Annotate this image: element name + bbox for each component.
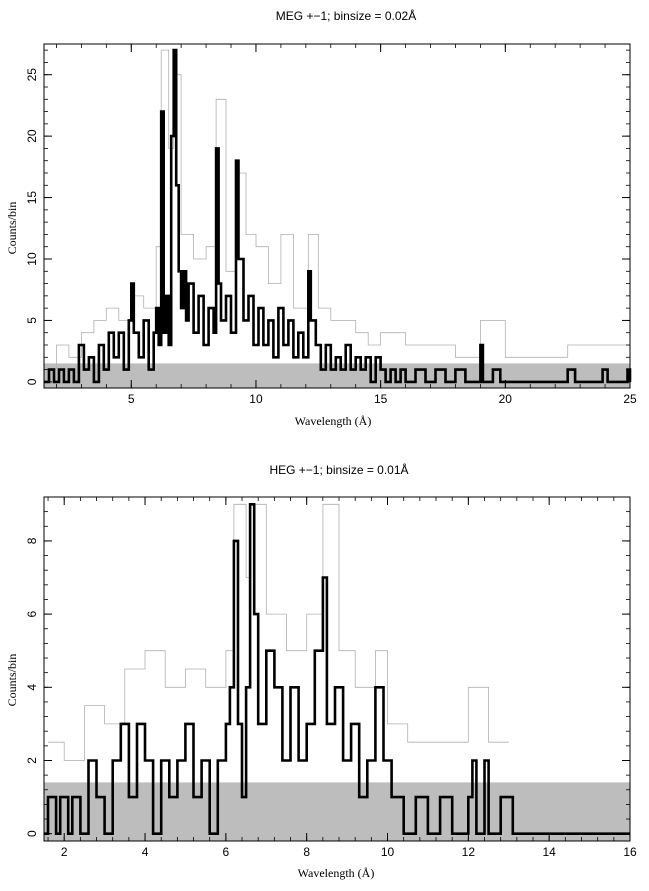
series-line-grey [44, 49, 631, 370]
background-band [44, 782, 630, 841]
x-tick-label: 5 [128, 392, 135, 406]
series-line-black [44, 48, 632, 384]
y-tick-label: 15 [25, 191, 39, 205]
y-tick-label: 5 [25, 317, 39, 324]
x-tick-label: 14 [542, 845, 556, 859]
chart-title: HEG +−1; binsize = 0.01Å [269, 462, 408, 477]
y-axis-label: Counts/bin [5, 202, 19, 255]
chart-meg: MEG +−1; binsize = 0.02Å 5 10 15 20 25 0 5 10 15… [5, 8, 637, 428]
y-tick-label: 10 [25, 252, 39, 266]
plot-area: 2 4 6 8 10 12 14 16 0 2 4 6 8 [25, 496, 637, 859]
x-tick-label: 20 [499, 392, 513, 406]
x-tick-label: 2 [61, 845, 68, 859]
y-axis-label: Counts/bin [5, 654, 19, 707]
y-tick-label: 25 [25, 68, 39, 82]
y-tick-label: 0 [25, 378, 39, 385]
plot-area: 5 10 15 20 25 0 5 10 15 20 25 [25, 44, 637, 406]
x-tick-label: 8 [303, 845, 310, 859]
plot-frame [43, 43, 631, 389]
chart-title: MEG +−1; binsize = 0.02Å [276, 8, 416, 23]
series-line-black [44, 503, 630, 835]
x-tick-label: 10 [381, 845, 395, 859]
series-line-grey [48, 503, 509, 761]
y-tick-label: 8 [25, 537, 39, 544]
y-tick-label: 4 [25, 684, 39, 691]
x-tick-label: 25 [623, 392, 637, 406]
x-tick-label: 12 [462, 845, 476, 859]
x-tick-label: 4 [142, 845, 149, 859]
x-axis-label: Wavelength (Å) [295, 414, 372, 428]
y-tick-label: 6 [25, 610, 39, 617]
y-tick-label: 2 [25, 757, 39, 764]
x-axis-label: Wavelength (Å) [298, 866, 375, 880]
x-tick-label: 10 [249, 392, 263, 406]
x-tick-label: 15 [374, 392, 388, 406]
x-tick-label: 16 [623, 845, 637, 859]
plot-frame [43, 496, 631, 842]
chart-heg: HEG +−1; binsize = 0.01Å 2 4 6 8 10 12 14 16 0 2 4… [5, 462, 637, 880]
y-tick-label: 0 [25, 830, 39, 837]
y-tick-label: 20 [25, 129, 39, 143]
x-tick-label: 6 [223, 845, 230, 859]
